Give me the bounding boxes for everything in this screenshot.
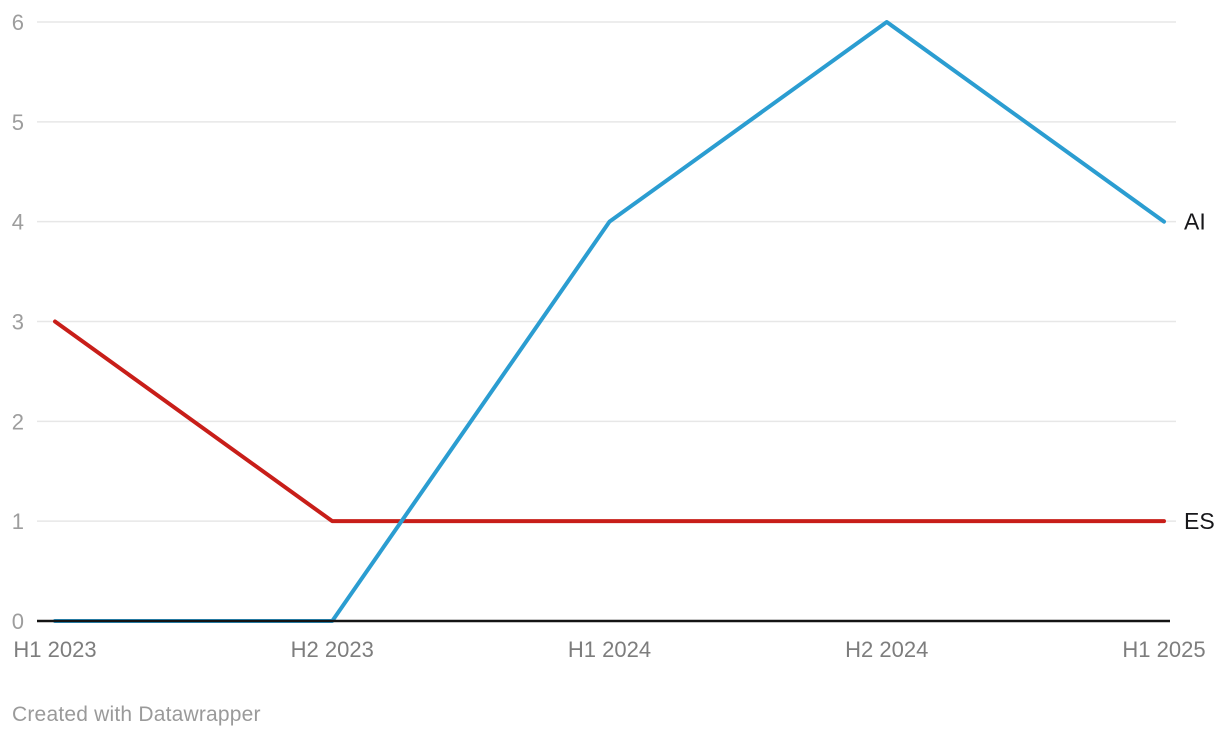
y-tick-label: 0 <box>12 609 24 634</box>
y-tick-label: 1 <box>12 509 24 534</box>
series-label-ES: ES <box>1184 508 1215 534</box>
x-tick-label: H2 2024 <box>845 637 928 662</box>
line-chart: 0 1 2 3 4 5 6 H1 2023 H2 2023 H1 2024 H2 2024 H1 20… <box>12 10 1215 662</box>
series-label-AI: AI <box>1184 209 1206 235</box>
series-line-ES <box>53 319 1166 524</box>
datawrapper-credit: Created with Datawrapper <box>12 703 261 726</box>
x-tick-label: H1 2024 <box>568 637 651 662</box>
x-tick-label: H2 2023 <box>291 637 374 662</box>
y-tick-label: 2 <box>12 409 24 434</box>
y-tick-label: 6 <box>12 10 24 35</box>
x-tick-label: H1 2023 <box>13 637 96 662</box>
y-tick-label: 3 <box>12 310 24 335</box>
y-tick-label: 4 <box>12 210 24 235</box>
x-tick-label: H1 2025 <box>1122 637 1205 662</box>
y-tick-label: 5 <box>12 110 24 135</box>
